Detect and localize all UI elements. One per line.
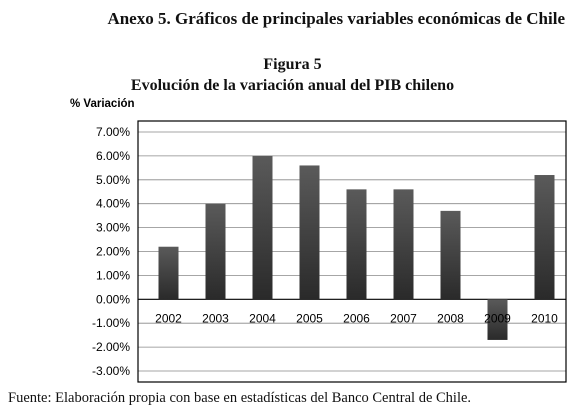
bar-2009: [487, 299, 508, 340]
bar-2007: [393, 189, 414, 300]
bar-2005: [299, 165, 320, 300]
bar-2003: [205, 203, 226, 300]
figure-number: Figura 5: [263, 56, 322, 73]
y-tick-label: 1.00%: [96, 268, 130, 282]
y-tick-label: -1.00%: [92, 316, 130, 330]
bar-2010: [534, 175, 555, 300]
y-axis-label: % Variación: [70, 98, 135, 110]
x-tick-label: 2010: [531, 311, 558, 325]
x-tick-label: 2007: [390, 311, 417, 325]
bar-2004: [252, 155, 273, 300]
plot-frame: [137, 120, 567, 383]
x-tick-label: 2006: [343, 311, 370, 325]
y-tick-label: -2.00%: [92, 340, 130, 354]
bar-2002: [158, 246, 179, 300]
y-tick-label: 4.00%: [96, 197, 130, 211]
y-tick-label: 3.00%: [96, 221, 130, 235]
y-tick-label: 6.00%: [96, 149, 130, 163]
x-tick-label: 2009: [484, 311, 511, 325]
y-tick-label: 0.00%: [96, 292, 130, 306]
x-tick-label: 2008: [437, 311, 464, 325]
x-tick-label: 2003: [202, 311, 229, 325]
y-tick-label: 2.00%: [96, 245, 130, 259]
x-tick-label: 2005: [296, 311, 323, 325]
x-tick-label: 2004: [249, 311, 276, 325]
source-note: Fuente: Elaboración propia con base en e…: [8, 390, 472, 406]
annex-title: Anexo 5. Gráficos de principales variabl…: [107, 9, 565, 28]
figure-title: Evolución de la variación anual del PIB …: [130, 77, 455, 94]
y-tick-label: -3.00%: [92, 364, 130, 378]
bar-2008: [440, 210, 461, 300]
y-tick-label: 7.00%: [96, 125, 130, 139]
bar-2006: [346, 189, 367, 300]
y-tick-label: 5.00%: [96, 173, 130, 187]
x-tick-label: 2002: [155, 311, 182, 325]
